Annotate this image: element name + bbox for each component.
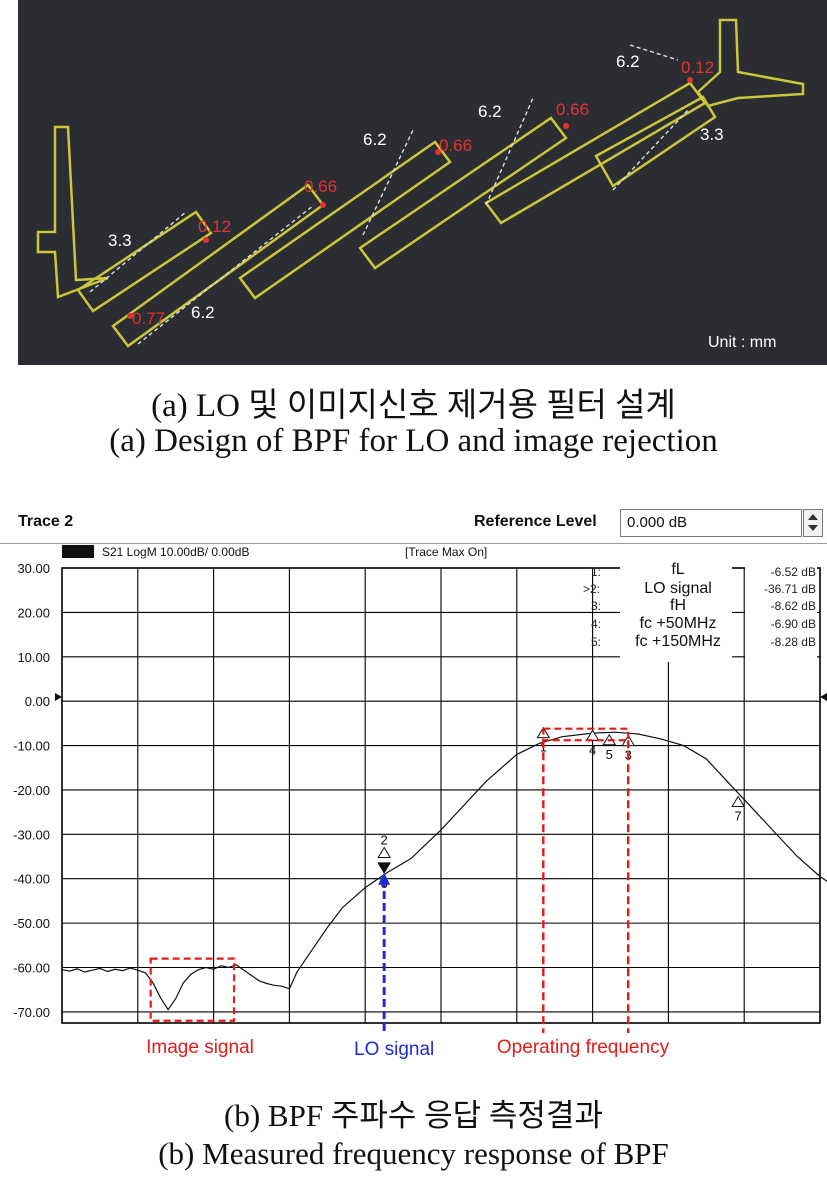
unit-label: Unit : mm xyxy=(708,334,776,351)
marker-4-label: 4 xyxy=(589,742,596,757)
marker-row-index: 1: xyxy=(591,565,601,579)
dim-label-9: 0.66 xyxy=(556,100,589,119)
y-tick-label: 0.00 xyxy=(25,694,50,709)
resonator-4 xyxy=(358,116,568,270)
caption-b-korean: (b) BPF 주파수 응답 측정결과 xyxy=(224,1098,603,1133)
marker-2: 2 xyxy=(377,833,392,859)
dim-label-12: 3.3 xyxy=(700,125,724,144)
y-tick-label: -20.00 xyxy=(13,783,50,798)
s21-trace-line xyxy=(61,731,827,1011)
marker-row-value: -6.90 dB xyxy=(771,617,816,631)
marker-row-value: -8.62 dB xyxy=(771,599,816,613)
marker-table-row: 3: fH -8.62 dB xyxy=(591,597,816,614)
dim-label-1: 3.3 xyxy=(108,231,132,250)
marker-7-label: 7 xyxy=(735,808,742,823)
marker-row-name: fH xyxy=(670,597,686,614)
trace-markers: 1264537 xyxy=(377,726,746,891)
y-tick-label: 30.00 xyxy=(17,561,50,576)
reference-level-label: Reference Level xyxy=(474,513,597,530)
y-tick-label: -30.00 xyxy=(13,827,50,842)
caption-a-english: (a) Design of BPF for LO and image rejec… xyxy=(109,423,718,459)
marker-row-index: 5: xyxy=(591,635,601,649)
annotations: Image signal LO signal Operating frequency xyxy=(146,727,670,1060)
marker-row-name: fL xyxy=(671,561,684,578)
marker-row-name: fc +50MHz xyxy=(640,615,717,632)
trace-title: Trace 2 xyxy=(18,513,74,530)
y-axis: 30.00 20.00 10.00 0.00 -10.00 -20.00 -30.00 -40… xyxy=(13,561,50,1020)
marker-2-icon xyxy=(377,846,392,859)
y-tick-label: 10.00 xyxy=(17,650,50,665)
marker-4-icon xyxy=(585,729,600,741)
dimension-lines xyxy=(89,44,689,345)
marker-table: 1: fL -6.52 dB >2: LO signal -36.71 dB 3: fH -8.… xyxy=(583,558,817,662)
resonator-6 xyxy=(594,95,717,188)
resonator-1 xyxy=(76,210,213,313)
y-tick-label: -40.00 xyxy=(13,872,50,887)
resonator-3 xyxy=(238,140,452,300)
marker-row-name: fc +150MHz xyxy=(635,633,721,650)
trace-info: S21 LogM 10.00dB/ 0.00dB xyxy=(102,545,249,559)
lo-signal-label: LO signal xyxy=(354,1039,434,1060)
y-tick-label: -70.00 xyxy=(13,1005,50,1020)
reference-arrow-left-icon xyxy=(55,693,62,701)
marker-row-value: -6.52 dB xyxy=(771,565,816,579)
marker-value-bg xyxy=(745,564,817,662)
marker-2-label: 2 xyxy=(381,833,388,848)
marker-row-index: >2: xyxy=(583,582,600,596)
y-tick-label: 20.00 xyxy=(17,605,50,620)
dim-label-11: 0.12 xyxy=(681,58,714,77)
dim-label-7: 0.66 xyxy=(439,136,472,155)
image-signal-box xyxy=(149,957,236,1022)
operating-frequency-box xyxy=(542,727,630,742)
dim-label-8: 6.2 xyxy=(478,102,502,121)
plot-frame xyxy=(61,567,821,1024)
spin-down-icon[interactable] xyxy=(808,525,818,531)
marker-row-index: 3: xyxy=(591,599,601,613)
marker-table-row: >2: LO signal -36.71 dB xyxy=(583,580,816,597)
y-tick-label: -60.00 xyxy=(13,961,50,976)
marker-table-bg xyxy=(620,558,732,662)
reference-level-input[interactable]: 0.000 dB xyxy=(620,509,802,537)
dim-label-6: 6.2 xyxy=(363,130,387,149)
dimension-dots xyxy=(127,77,693,319)
marker-row-value: -36.71 dB xyxy=(764,582,816,596)
marker-row-index: 4: xyxy=(591,617,601,631)
marker-5: 5 xyxy=(602,733,617,762)
dim-label-10: 6.2 xyxy=(616,52,640,71)
marker-7-icon xyxy=(731,795,746,807)
marker-row-name: LO signal xyxy=(644,580,712,597)
marker-6-icon xyxy=(377,862,392,874)
marker-table-row: 1: fL -6.52 dB xyxy=(591,561,816,579)
trace-color-swatch xyxy=(62,545,94,558)
frequency-response-plot: S21 LogM 10.00dB/ 0.00dB [Trace Max On] … xyxy=(13,545,827,1060)
dim-label-5: 0.66 xyxy=(304,177,337,196)
reference-level-spinner[interactable] xyxy=(803,509,823,537)
marker-table-row: 4: fc +50MHz -6.90 dB xyxy=(591,615,816,632)
dim-label-3: 0.77 xyxy=(132,309,165,328)
caption-b-english: (b) Measured frequency response of BPF xyxy=(158,1136,669,1171)
trace-max-indicator: [Trace Max On] xyxy=(405,545,487,559)
operating-frequency-label: Operating frequency xyxy=(497,1037,670,1058)
caption-a-korean: (a) LO 및 이미지신호 제거용 필터 설계 xyxy=(151,388,676,424)
reference-arrow-right-icon xyxy=(820,693,827,701)
marker-table-row: 5: fc +150MHz -8.28 dB xyxy=(591,633,816,650)
reference-level-value: 0.000 dB xyxy=(627,514,688,531)
image-signal-label: Image signal xyxy=(146,1037,254,1058)
marker-7: 7 xyxy=(731,795,746,823)
marker-row-value: -8.28 dB xyxy=(771,635,816,649)
filter-layout-figure: 3.3 0.12 0.77 6.2 0.66 6.2 0.66 6.2 0.66… xyxy=(18,0,827,365)
marker-4: 4 xyxy=(585,729,600,757)
y-tick-label: -50.00 xyxy=(13,916,50,931)
spin-up-icon[interactable] xyxy=(808,514,818,520)
right-feed-line xyxy=(696,18,805,108)
dim-label-2: 0.12 xyxy=(198,217,231,236)
dim-label-4: 6.2 xyxy=(191,303,215,322)
analyzer-header: Trace 2 Reference Level 0.000 dB xyxy=(0,505,827,544)
left-feed-line xyxy=(36,125,109,299)
marker-5-label: 5 xyxy=(606,747,613,762)
lo-signal-arrow-icon xyxy=(378,872,391,885)
y-tick-label: -10.00 xyxy=(13,739,50,754)
